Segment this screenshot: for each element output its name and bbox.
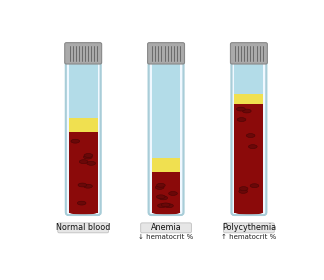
FancyBboxPatch shape: [224, 223, 274, 233]
Ellipse shape: [71, 139, 80, 143]
FancyBboxPatch shape: [230, 43, 267, 64]
Ellipse shape: [156, 183, 165, 187]
Text: ↓ hematocrit %: ↓ hematocrit %: [138, 234, 194, 240]
Ellipse shape: [246, 134, 255, 137]
FancyBboxPatch shape: [141, 223, 191, 233]
Ellipse shape: [249, 145, 257, 149]
Text: Polycythemia: Polycythemia: [222, 223, 276, 232]
FancyBboxPatch shape: [231, 59, 266, 215]
Text: ↑ hematocrit %: ↑ hematocrit %: [221, 234, 277, 240]
FancyBboxPatch shape: [148, 43, 184, 64]
Ellipse shape: [69, 209, 98, 215]
Ellipse shape: [239, 190, 248, 193]
Bar: [235, 94, 263, 104]
Ellipse shape: [237, 118, 246, 122]
Ellipse shape: [84, 184, 92, 188]
Ellipse shape: [157, 204, 166, 207]
Ellipse shape: [156, 195, 165, 199]
FancyBboxPatch shape: [66, 59, 101, 215]
Ellipse shape: [161, 203, 170, 207]
Ellipse shape: [84, 155, 92, 159]
Ellipse shape: [250, 184, 259, 188]
Ellipse shape: [165, 204, 173, 208]
Ellipse shape: [239, 187, 248, 191]
Text: Anemia: Anemia: [151, 223, 181, 232]
Ellipse shape: [77, 201, 86, 205]
Bar: [152, 62, 180, 158]
FancyBboxPatch shape: [58, 223, 109, 233]
Bar: [69, 128, 98, 213]
Text: Normal blood: Normal blood: [56, 223, 110, 232]
Ellipse shape: [155, 185, 164, 189]
Ellipse shape: [159, 196, 168, 200]
Bar: [235, 101, 263, 213]
Ellipse shape: [235, 209, 263, 215]
Ellipse shape: [79, 160, 88, 164]
Bar: [69, 118, 98, 132]
Ellipse shape: [152, 209, 180, 215]
Ellipse shape: [237, 107, 245, 111]
Bar: [69, 62, 98, 118]
Ellipse shape: [87, 161, 96, 165]
Bar: [152, 158, 180, 172]
Ellipse shape: [242, 109, 251, 113]
Bar: [235, 62, 263, 94]
Ellipse shape: [84, 153, 93, 157]
Ellipse shape: [78, 183, 87, 187]
Ellipse shape: [169, 192, 177, 195]
FancyBboxPatch shape: [65, 43, 102, 64]
FancyBboxPatch shape: [149, 59, 183, 215]
Bar: [152, 168, 180, 213]
